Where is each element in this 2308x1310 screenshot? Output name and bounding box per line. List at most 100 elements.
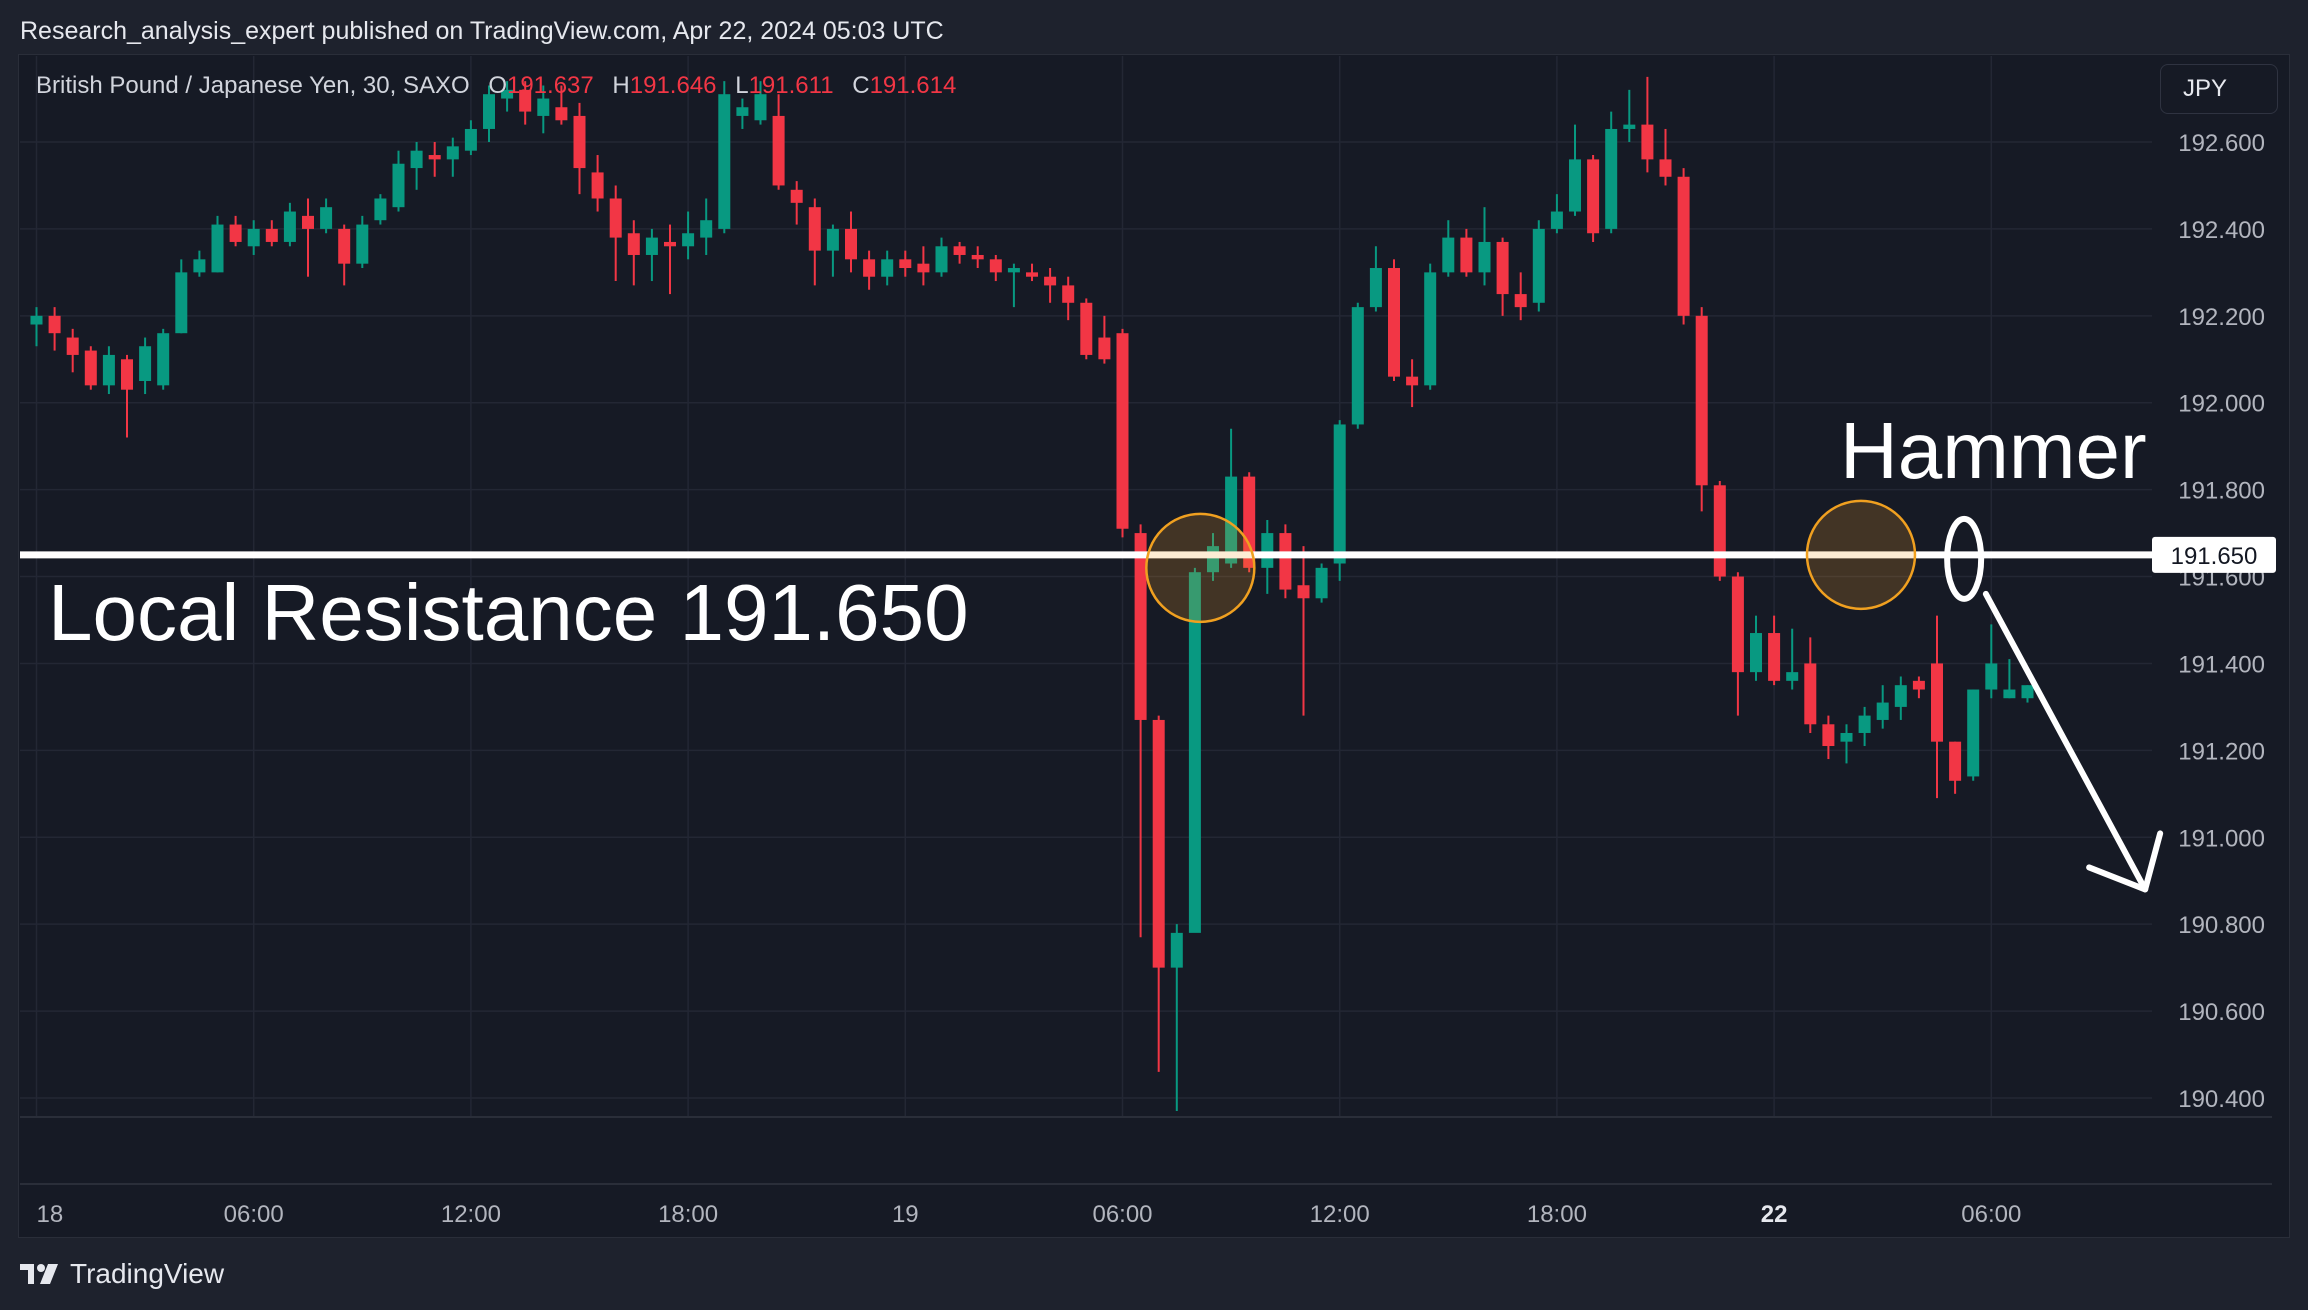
candle-body — [283, 211, 296, 242]
candle-body — [1478, 241, 1491, 273]
high-value: 191.646 — [629, 72, 717, 99]
candle-body — [1152, 719, 1165, 968]
high-label: H — [612, 72, 630, 99]
y-axis-tick-label: 192.400 — [2178, 217, 2265, 244]
candle-body — [700, 220, 713, 238]
candle-body — [302, 215, 314, 229]
x-axis-tick-label: 06:00 — [224, 1201, 284, 1228]
candle-body — [1641, 124, 1654, 160]
y-axis-tick-label: 191.800 — [2178, 478, 2265, 505]
highlight-circle — [1145, 512, 1256, 624]
candle-body — [374, 198, 387, 221]
candle-body — [1442, 237, 1455, 273]
candle-body — [1804, 663, 1817, 725]
candle-body — [1496, 241, 1509, 295]
candle-body — [1007, 268, 1020, 273]
y-axis-tick-label: 191.400 — [2178, 651, 2265, 678]
candle-body — [1188, 572, 1201, 933]
candle-body — [591, 172, 604, 199]
candle-body — [899, 259, 912, 269]
candle-body — [1080, 302, 1093, 355]
candle-body — [1605, 128, 1618, 229]
candle-body — [573, 115, 586, 169]
candle-body — [826, 228, 839, 251]
candle-body — [682, 233, 695, 247]
candle-body — [736, 107, 749, 116]
low-label: L — [735, 72, 749, 99]
candle-body — [754, 94, 767, 121]
candle-body — [917, 263, 930, 273]
candle-body — [1297, 585, 1310, 599]
candle-body — [1243, 476, 1256, 568]
candle-body — [1098, 337, 1111, 360]
hammer-annotation-label: Hammer — [1840, 406, 2147, 495]
candle-body — [247, 228, 260, 247]
candle-body — [2021, 685, 2034, 699]
candle-body — [1822, 724, 1835, 747]
highlight-circle — [1805, 499, 1917, 611]
x-axis-tick-label: 18:00 — [1527, 1201, 1587, 1228]
candle-body — [483, 94, 495, 129]
plot-background — [20, 56, 2152, 1116]
candle-body — [139, 346, 152, 381]
downtrend-arrow-head — [2086, 830, 2164, 893]
x-axis-tick-label: 12:00 — [1310, 1201, 1370, 1228]
candle-body — [609, 198, 622, 238]
close-value: 191.614 — [869, 72, 957, 99]
y-axis-tick-label: 190.800 — [2178, 912, 2265, 939]
currency-button[interactable]: JPY — [2160, 64, 2278, 114]
candle-body — [428, 155, 441, 160]
candle-body — [193, 259, 206, 273]
candle-body — [1514, 294, 1527, 308]
candle-body — [1713, 485, 1726, 577]
candle-body — [519, 89, 532, 112]
candle-body — [1985, 663, 1998, 690]
x-axis-tick-label: 06:00 — [1961, 1201, 2021, 1228]
candle-body — [881, 259, 894, 277]
candle-body — [1315, 567, 1328, 599]
y-axis-tick-label: 190.600 — [2178, 999, 2265, 1026]
candle-body — [645, 237, 658, 255]
candle-body — [338, 228, 351, 264]
candle-body — [1677, 176, 1690, 316]
candle-body — [1659, 159, 1672, 177]
price-chart[interactable]: 192.600 192.400 192.200 192.000 191.800 191.6… — [0, 0, 2308, 1240]
candle-body — [935, 246, 948, 273]
y-axis-tick-label: 192.600 — [2178, 130, 2265, 157]
candle-body — [30, 315, 43, 325]
candle-body — [1333, 424, 1346, 564]
candle-body — [971, 254, 984, 260]
candle-body — [157, 333, 170, 386]
resistance-annotation-label: Local Resistance 191.650 — [48, 568, 969, 657]
candle-body — [989, 259, 1002, 273]
candle-body — [1406, 376, 1419, 386]
candle-body — [627, 233, 640, 255]
candle-body — [664, 241, 676, 247]
brand-name: TradingView — [70, 1258, 225, 1289]
candle-body — [1369, 268, 1382, 308]
candle-body — [392, 163, 405, 208]
price-label: 191.650 — [2171, 543, 2258, 570]
x-axis-tick-label: 18 — [37, 1201, 64, 1228]
candle-body — [1225, 476, 1238, 564]
price-label-background — [2152, 536, 2276, 573]
candle-body — [446, 146, 459, 160]
tradingview-brand[interactable]: TradingView — [20, 1258, 224, 1290]
candle-body — [1840, 732, 1853, 742]
candle-body — [356, 224, 369, 264]
candle-body — [1876, 702, 1889, 720]
y-axis-tick-label: 192.200 — [2178, 304, 2265, 331]
candle-body — [1170, 932, 1183, 968]
candle-body — [1532, 228, 1545, 303]
candle-body — [1044, 276, 1057, 286]
candle-body — [1351, 307, 1364, 425]
downtrend-arrow-shaft — [1982, 590, 2149, 893]
candle-body — [1731, 576, 1744, 673]
candle-body — [1695, 315, 1708, 486]
candle-body — [1116, 333, 1129, 529]
candle-body — [121, 359, 133, 390]
candle-body — [320, 207, 333, 229]
candle-body — [537, 98, 550, 116]
candle-body — [1623, 124, 1636, 129]
candle-body — [1949, 741, 1962, 781]
